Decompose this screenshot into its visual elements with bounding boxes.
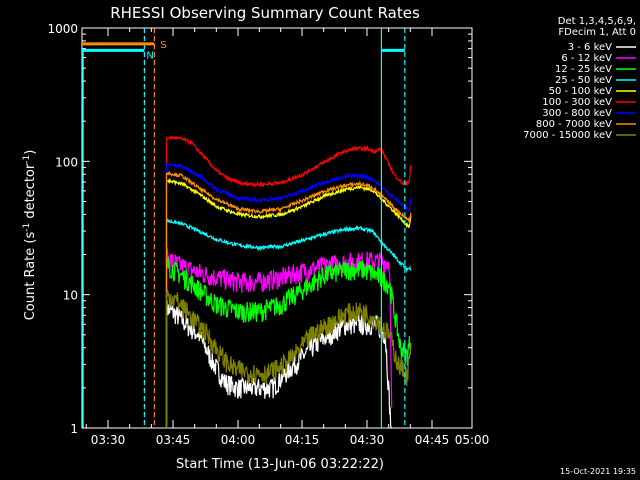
x-tick-label: 04:45 [415, 433, 450, 447]
series-line-100-300keV [165, 135, 412, 428]
x-tick-label: 04:30 [350, 433, 385, 447]
x-axis-label: Start Time (13-Jun-06 03:22:22) [176, 457, 384, 472]
series-line-50-100keV [165, 177, 412, 428]
x-tick-label: 05:00 [455, 433, 490, 447]
flag-label-n: N [146, 50, 153, 61]
x-tick-label: 03:45 [156, 433, 191, 447]
legend: Det 1,3,4,5,6,9,FDecim 1, Att 0 3 - 6 keV… [523, 16, 636, 141]
x-tick-label: 04:15 [285, 433, 320, 447]
legend-header-line: FDecim 1, Att 0 [558, 27, 636, 38]
y-tick-label: 1 [70, 422, 78, 436]
plot-frame [81, 27, 473, 429]
legend-label: 300 - 800 keV [542, 108, 612, 119]
x-tick-label: 03:30 [91, 433, 126, 447]
legend-label: 50 - 100 keV [549, 86, 613, 97]
footer-timestamp: 15-Oct-2021 19:35 [560, 467, 636, 476]
legend-label: 6 - 12 keV [561, 53, 612, 64]
legend-label: 25 - 50 keV [555, 75, 612, 86]
series-line-3-6keV [165, 299, 392, 429]
series-line-300-800keV [165, 162, 412, 428]
series-line-800-7000keV [165, 170, 412, 428]
x-tick-label: 04:00 [221, 433, 256, 447]
y-tick-label: 1000 [47, 22, 78, 36]
plot-area: SN 03:30 03:45 04:00 04:15 04:30 04:45 05:00 1 1… [47, 22, 489, 447]
chart-title: RHESSI Observing Summary Count Rates [110, 4, 420, 22]
legend-label: 3 - 6 keV [568, 42, 612, 53]
y-axis-label: Count Rate (s-1 detector-1) [22, 150, 38, 321]
legend-label: 100 - 300 keV [542, 97, 612, 108]
legend-label: 800 - 7000 keV [536, 119, 612, 130]
legend-label: 7000 - 15000 keV [523, 130, 612, 141]
flag-label-s: S [160, 40, 166, 51]
series-line-12-25keV [165, 257, 412, 428]
series-line-7000-15000keV [165, 289, 412, 428]
series-line-25-50keV [165, 218, 412, 428]
y-tick-label: 10 [63, 289, 78, 303]
legend-header-line: Det 1,3,4,5,6,9, [558, 16, 636, 27]
legend-label: 12 - 25 keV [555, 64, 612, 75]
y-tick-label: 100 [55, 155, 78, 169]
